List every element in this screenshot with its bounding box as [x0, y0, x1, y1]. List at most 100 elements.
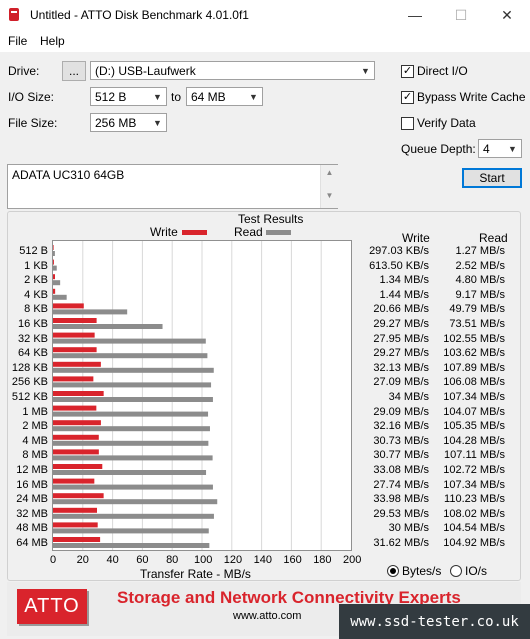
write-bar	[53, 347, 97, 353]
maximize-button[interactable]: ☐	[454, 6, 468, 23]
read-bar	[53, 440, 209, 446]
menu-bar	[0, 30, 530, 52]
write-bar	[53, 391, 104, 396]
chart-area	[52, 240, 352, 551]
scroll-up-icon: ▲	[325, 168, 334, 177]
description-field[interactable]: ADATA UC310 64GB	[7, 164, 338, 209]
read-bar	[53, 251, 55, 256]
x-tick-label: 180	[313, 554, 332, 566]
browse-button[interactable]: ...	[62, 61, 86, 81]
row-read-value: 1.27 MB/s	[455, 245, 505, 257]
x-tick-label: 40	[106, 554, 119, 566]
window-title: Untitled - ATTO Disk Benchmark 4.01.0f1	[30, 8, 249, 22]
file-size-label: File Size:	[8, 116, 58, 130]
transfer-rate-chart	[53, 241, 322, 550]
write-bar	[53, 318, 97, 323]
row-size-label: 2 MB	[22, 420, 48, 433]
atto-logo: ATTO	[17, 589, 87, 624]
row-read-value: 108.02 MB/s	[443, 507, 505, 520]
bytes-per-sec-radio[interactable]	[387, 565, 399, 577]
row-write-value: 29.53 MB/s	[373, 507, 429, 520]
write-bar	[53, 245, 54, 250]
row-size-label: 24 MB	[16, 493, 48, 506]
x-tick-label: 100	[194, 554, 213, 566]
chevron-down-icon: ▼	[153, 117, 162, 128]
row-read-value: 103.62 MB/s	[443, 347, 505, 360]
row-size-label: 12 MB	[16, 464, 48, 476]
write-bar	[53, 522, 98, 528]
row-size-label: 1 MB	[22, 405, 48, 418]
file-size-select[interactable]: 256 MB ▼	[90, 113, 167, 132]
row-read-value: 106.08 MB/s	[443, 376, 505, 389]
row-write-value: 33.08 MB/s	[373, 464, 429, 476]
direct-io-checkbox[interactable]: ✓	[401, 65, 414, 78]
drive-label: Drive:	[8, 64, 40, 78]
row-size-label: 256 KB	[11, 376, 48, 389]
row-size-label: 16 KB	[18, 318, 48, 330]
verify-data-checkbox[interactable]	[401, 117, 414, 130]
start-button[interactable]: Start	[462, 168, 522, 188]
drive-select[interactable]: (D:) USB-Laufwerk ▼	[90, 61, 375, 80]
row-read-value: 73.51 MB/s	[449, 318, 505, 330]
io-per-sec-radio[interactable]	[450, 565, 462, 577]
read-bar	[53, 455, 213, 461]
row-write-value: 1.34 MB/s	[379, 274, 429, 287]
read-bar	[53, 382, 212, 388]
row-size-label: 2 KB	[24, 274, 48, 287]
write-bar	[53, 537, 101, 542]
results-group	[7, 211, 521, 581]
read-bar	[53, 484, 213, 490]
chevron-down-icon: ▼	[361, 65, 370, 76]
row-read-value: 107.34 MB/s	[443, 478, 505, 491]
description-scrollbar[interactable]: ▲ ▼	[320, 165, 338, 208]
row-read-value: 102.55 MB/s	[443, 332, 505, 345]
menu-file[interactable]: File	[8, 34, 28, 48]
row-write-value: 29.09 MB/s	[373, 405, 429, 418]
description-text: ADATA UC310 64GB	[12, 168, 125, 182]
read-bar	[53, 280, 61, 286]
chevron-down-icon: ▼	[153, 91, 162, 102]
row-write-value: 27.95 MB/s	[373, 332, 429, 345]
row-read-value: 110.23 MB/s	[444, 493, 505, 506]
row-size-label: 128 KB	[11, 361, 48, 374]
x-tick-label: 0	[49, 554, 57, 566]
row-size-label: 512 B	[19, 245, 48, 257]
row-read-value: 102.72 MB/s	[443, 464, 505, 476]
app-icon	[9, 8, 19, 21]
row-write-value: 613.50 KB/s	[369, 259, 429, 272]
x-tick-label: 20	[76, 554, 89, 566]
row-write-value: 29.27 MB/s	[373, 318, 429, 330]
io-size-label: I/O Size:	[8, 90, 55, 104]
verify-data-label: Verify Data	[417, 116, 476, 130]
row-read-value: 2.52 MB/s	[455, 259, 505, 272]
direct-io-label: Direct I/O	[417, 64, 468, 78]
minimize-button[interactable]: —	[408, 7, 422, 23]
write-bar	[53, 434, 99, 440]
write-bar	[53, 507, 97, 513]
write-bar	[53, 478, 95, 484]
close-button[interactable]: ✕	[501, 6, 513, 23]
x-tick-label: 160	[283, 554, 302, 566]
write-bar	[53, 493, 104, 499]
banner-url: www.atto.com	[233, 610, 302, 622]
read-bar	[53, 309, 128, 315]
read-bar	[53, 426, 210, 432]
site-watermark: www.ssd-tester.co.uk	[339, 604, 530, 639]
io-size-to-value: 64 MB	[191, 90, 226, 104]
io-size-to-select[interactable]: 64 MB ▼	[186, 87, 263, 106]
row-write-value: 29.27 MB/s	[373, 347, 429, 360]
write-bar	[53, 361, 101, 367]
queue-depth-value: 4	[483, 142, 490, 156]
io-size-from-select[interactable]: 512 B ▼	[90, 87, 167, 106]
row-size-label: 4 MB	[22, 434, 48, 447]
row-write-value: 30.73 MB/s	[373, 434, 429, 447]
row-read-value: 107.11 MB/s	[444, 449, 505, 462]
row-write-value: 31.62 MB/s	[373, 537, 429, 549]
bypass-write-cache-checkbox[interactable]: ✓	[401, 91, 414, 104]
chevron-down-icon: ▼	[249, 91, 258, 102]
bytes-per-sec-label: Bytes/s	[402, 564, 442, 578]
x-tick-label: 140	[253, 554, 272, 566]
menu-help[interactable]: Help	[40, 34, 65, 48]
row-size-label: 48 MB	[16, 522, 48, 535]
queue-depth-select[interactable]: 4 ▼	[478, 139, 522, 158]
